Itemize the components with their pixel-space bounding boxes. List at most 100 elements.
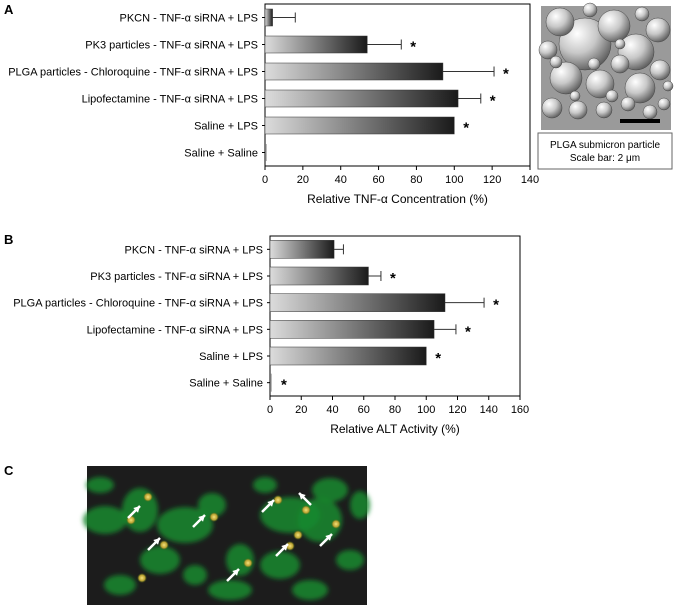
sem-sphere — [549, 55, 563, 69]
panel-b-x-tick-label: 80 — [389, 404, 401, 416]
arrow-marker — [319, 533, 333, 547]
green-fluorescence — [83, 477, 370, 600]
green-region — [226, 544, 254, 576]
panel-a-bar — [264, 89, 459, 108]
panel-b-bar — [269, 266, 369, 286]
panel-a-category-label: Saline + Saline — [184, 148, 258, 160]
green-region — [350, 491, 370, 519]
sem-sphere — [597, 9, 631, 43]
sem-sphere — [585, 69, 615, 99]
panel-b-significance-marker: * — [281, 377, 287, 394]
panel-b-bar — [270, 373, 272, 392]
arrow-head — [325, 534, 332, 541]
arrow-marker — [275, 543, 289, 557]
sem-sphere — [634, 6, 650, 22]
panel-a-category-label: Lipofectamine - TNF-α siRNA + LPS — [82, 94, 258, 106]
panel-a-x-tick-label: 100 — [445, 174, 463, 186]
green-region — [140, 546, 180, 574]
panel-a-x-tick-label: 80 — [410, 174, 422, 186]
yellow-particle — [143, 492, 153, 502]
panel-b-significance-marker: * — [390, 270, 396, 287]
green-region — [208, 580, 252, 600]
panel-a-bar — [264, 8, 273, 27]
scale-bar — [620, 119, 660, 123]
green-region — [336, 550, 364, 570]
panel-letter-c: C — [4, 463, 14, 478]
green-region — [104, 575, 136, 595]
sem-sphere — [649, 59, 671, 81]
panel-letter-a: A — [4, 2, 14, 17]
sem-sphere — [610, 54, 630, 74]
yellow-particle — [209, 512, 219, 522]
panel-a-bar — [264, 35, 368, 54]
panel-a-x-axis-label: Relative TNF-α Concentration (%) — [307, 192, 488, 206]
panel-a-category-label: PK3 particles - TNF-α siRNA + LPS — [85, 40, 258, 52]
panel-b-x-tick-label: 140 — [480, 404, 498, 416]
yellow-particle — [273, 495, 283, 505]
sem-sphere — [545, 7, 575, 37]
green-region — [183, 565, 207, 585]
panel-a-plot-frame — [264, 3, 531, 167]
green-region — [292, 580, 328, 600]
arrow-head — [232, 569, 239, 576]
panel-b-bar — [269, 240, 335, 259]
sem-sphere — [558, 17, 612, 71]
sem-inset: PLGA submicron particle Scale bar: 2 μm — [537, 2, 674, 170]
panel-b-bar — [269, 346, 427, 366]
panel-b-bar-chart: PKCN - TNF-α siRNA + LPS PK3 particles - … — [13, 235, 529, 436]
sem-sphere — [645, 17, 671, 43]
panel-b-x-tick-label: 20 — [295, 404, 307, 416]
panel-b-x-tick-label: 0 — [267, 404, 273, 416]
sem-sphere — [538, 40, 558, 60]
panel-a-category-label: Saline + LPS — [194, 121, 258, 133]
arrow-marker — [226, 568, 240, 582]
panel-a-x-tick-label: 20 — [297, 174, 309, 186]
panel-c-fluorescence-image — [83, 466, 370, 605]
yellow-particle — [293, 530, 303, 540]
arrow-head — [153, 538, 160, 545]
sem-caption-box — [537, 132, 673, 170]
panel-a-x-tick-label: 40 — [335, 174, 347, 186]
panel-b-x-tick-label: 100 — [417, 404, 435, 416]
arrow-marker — [192, 514, 206, 528]
green-region — [312, 478, 348, 502]
panel-b-category-label: Saline + Saline — [189, 378, 263, 390]
sem-sphere — [614, 38, 626, 50]
panel-b-significance-marker: * — [465, 323, 471, 340]
arrow-head — [198, 515, 205, 522]
panel-b-x-tick-label: 120 — [448, 404, 466, 416]
panel-b-bar — [269, 320, 435, 339]
panel-letter-b: B — [4, 232, 13, 247]
arrow-marker — [147, 537, 161, 551]
panel-b-category-label: PK3 particles - TNF-α siRNA + LPS — [90, 271, 263, 283]
panel-b-bar — [269, 293, 446, 312]
sem-sphere — [568, 100, 588, 120]
panel-b-category-label: PKCN - TNF-α siRNA + LPS — [125, 244, 264, 256]
sem-sphere — [620, 96, 636, 112]
panel-a-bar-chart: PKCN - TNF-α siRNA + LPS PK3 particles - … — [8, 3, 539, 206]
panel-b-significance-marker: * — [493, 297, 499, 314]
panel-b-significance-marker: * — [435, 350, 441, 367]
sem-caption-line1: PLGA submicron particle — [550, 140, 660, 151]
arrow-marker — [261, 499, 275, 513]
arrow-markers — [127, 492, 333, 582]
panel-b-x-axis-label: Relative ALT Activity (%) — [330, 422, 460, 436]
green-region — [86, 477, 114, 493]
panel-a-significance-marker: * — [463, 120, 469, 137]
panel-b-category-label: PLGA particles - Chloroquine - TNF-α siR… — [13, 298, 263, 310]
sem-sphere — [657, 97, 671, 111]
panel-a-bar — [265, 144, 267, 161]
panel-a-significance-marker: * — [490, 93, 496, 110]
green-region — [253, 477, 277, 493]
panel-a-category-label: PKCN - TNF-α siRNA + LPS — [120, 13, 259, 25]
panel-a-category-label: PLGA particles - Chloroquine - TNF-α siR… — [8, 67, 258, 79]
sem-sphere — [624, 72, 656, 104]
sem-particles — [538, 2, 674, 120]
panel-a-significance-marker: * — [503, 66, 509, 83]
yellow-particle — [301, 505, 311, 515]
green-region — [157, 507, 213, 543]
sem-sphere — [662, 80, 674, 92]
panel-b-plot-frame — [269, 235, 521, 397]
sem-sphere — [549, 61, 583, 95]
yellow-particle — [159, 540, 169, 550]
